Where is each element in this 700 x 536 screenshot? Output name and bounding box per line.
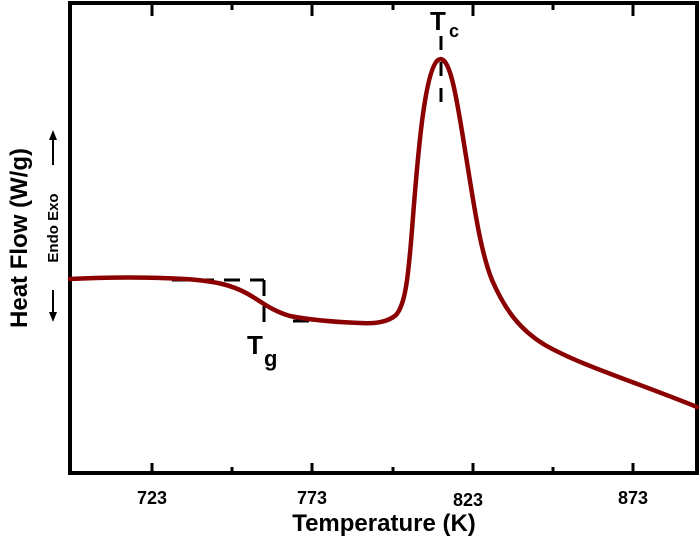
x-ticks-top [150, 3, 635, 16]
svg-text:T: T [247, 330, 263, 360]
arrow-down-icon [49, 312, 57, 322]
arrow-up-icon [49, 130, 57, 140]
x-ticks-bottom [150, 463, 635, 473]
x-axis-title: Temperature (K) [292, 510, 476, 536]
tg-annotation: T g [247, 330, 277, 371]
y-axis-title: Heat Flow (W/g) [6, 148, 33, 328]
tg-construction-lines [172, 278, 340, 324]
x-tick-label: 723 [137, 488, 167, 508]
endo-exo-label: Endo Exo [45, 193, 62, 262]
x-tick-label: 823 [453, 490, 483, 510]
x-tick-label: 873 [618, 488, 648, 508]
dsc-curve [67, 56, 700, 410]
x-tick-label: 773 [297, 488, 327, 508]
plot-frame [68, 1, 699, 475]
tc-annotation: T c [430, 6, 459, 41]
svg-text:T: T [430, 6, 446, 36]
svg-text:g: g [264, 346, 277, 371]
endo-exo-indicator: Endo Exo [45, 130, 62, 322]
svg-text:c: c [449, 21, 459, 41]
